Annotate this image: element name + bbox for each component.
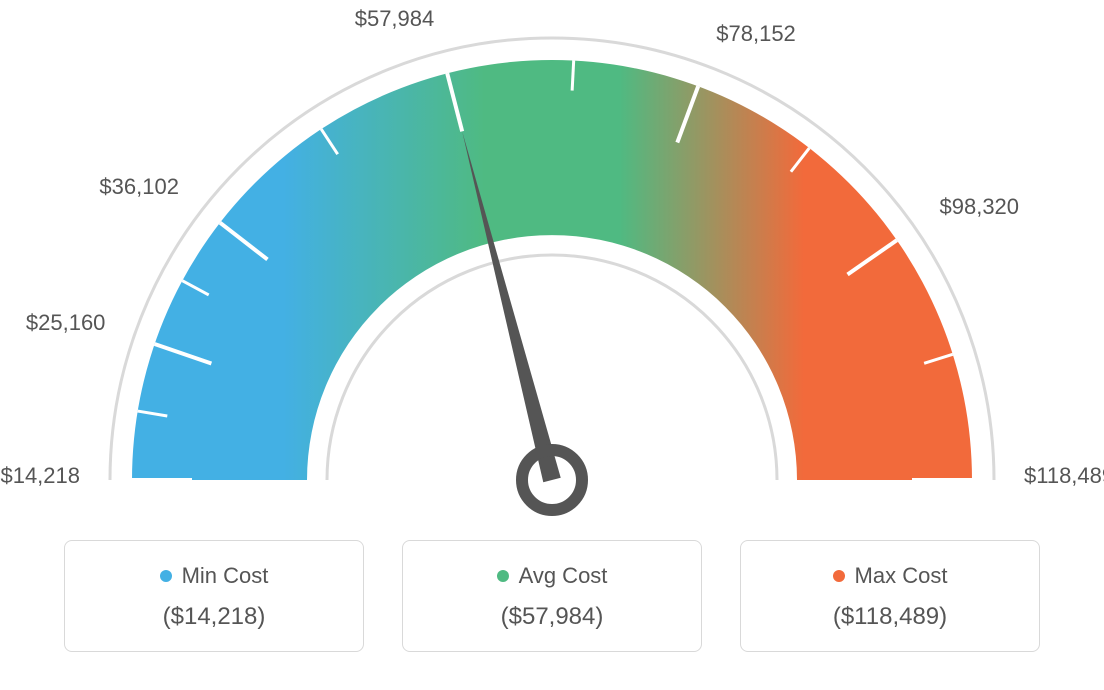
legend-title-max-text: Max Cost [855, 563, 948, 589]
legend-dot-avg [497, 570, 509, 582]
gauge-tick-label: $78,152 [716, 21, 796, 47]
gauge-tick-label: $98,320 [940, 194, 1020, 220]
legend-dot-min [160, 570, 172, 582]
legend-title-min-text: Min Cost [182, 563, 269, 589]
legend-value-avg: ($57,984) [413, 603, 691, 631]
legend-title-max: Max Cost [833, 563, 948, 589]
legend-title-min: Min Cost [160, 563, 269, 589]
legend-value-min: ($14,218) [75, 603, 353, 631]
legend-card-max: Max Cost ($118,489) [740, 540, 1040, 652]
legend-title-avg: Avg Cost [497, 563, 608, 589]
gauge-tick-label: $25,160 [26, 310, 106, 336]
gauge-chart [20, 20, 1084, 520]
legend-row: Min Cost ($14,218) Avg Cost ($57,984) Ma… [20, 540, 1084, 652]
legend-title-avg-text: Avg Cost [519, 563, 608, 589]
gauge-tick-label: $36,102 [99, 174, 179, 200]
gauge-container: $14,218$25,160$36,102$57,984$78,152$98,3… [20, 20, 1084, 520]
gauge-tick-label: $118,489 [1024, 463, 1104, 489]
gauge-tick-label: $14,218 [0, 463, 80, 489]
legend-card-min: Min Cost ($14,218) [64, 540, 364, 652]
legend-value-max: ($118,489) [751, 603, 1029, 631]
legend-card-avg: Avg Cost ($57,984) [402, 540, 702, 652]
legend-dot-max [833, 570, 845, 582]
gauge-tick-label: $57,984 [355, 6, 435, 32]
